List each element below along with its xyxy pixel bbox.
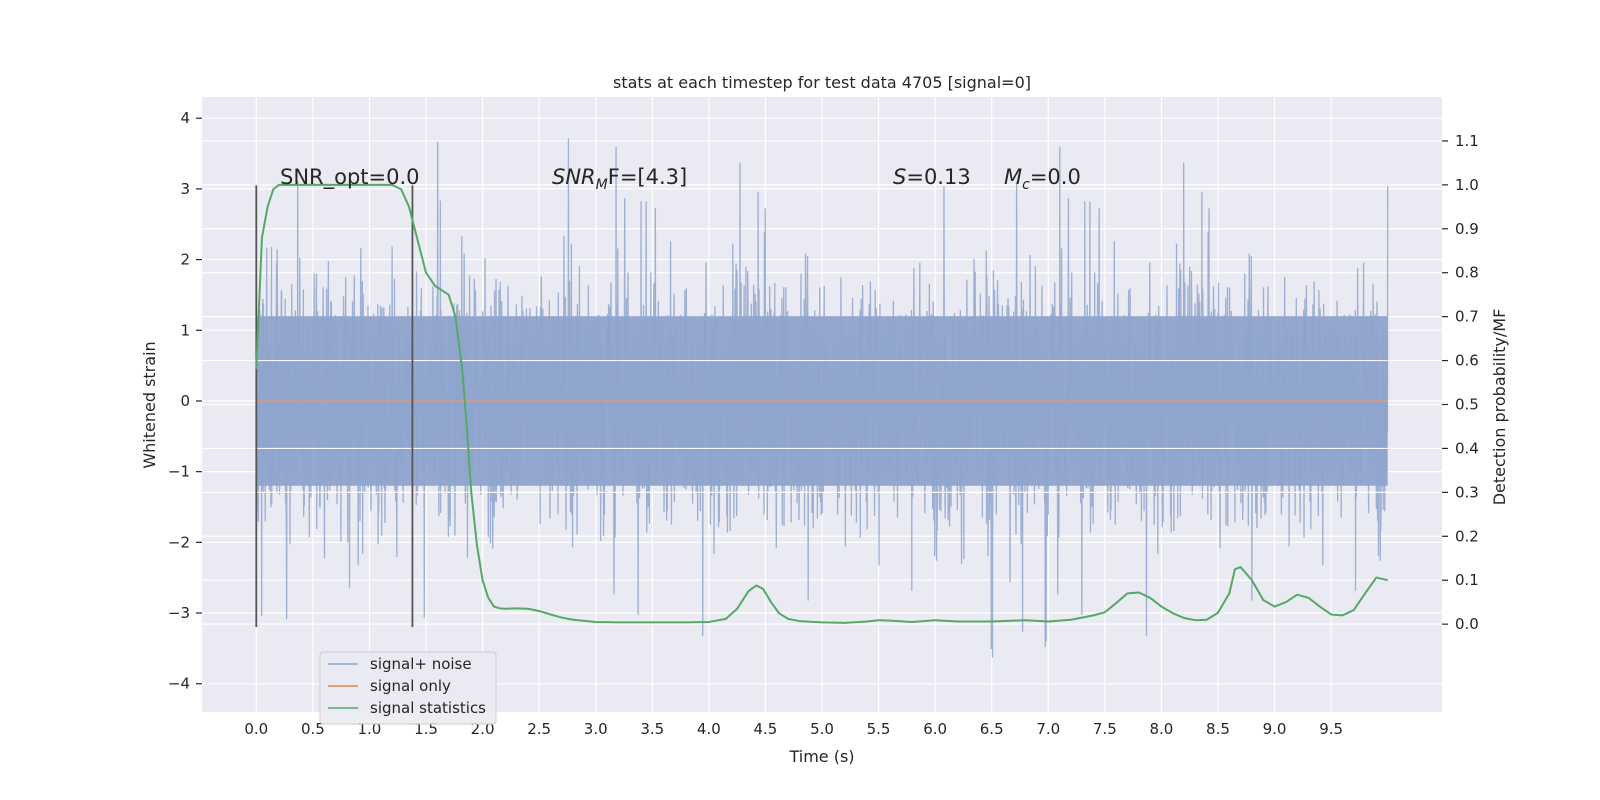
x-tick-label: 9.0 [1263, 720, 1287, 738]
x-tick-label: 8.0 [1149, 720, 1173, 738]
annotation-mc-rest: =0.0 [1030, 165, 1081, 189]
y2-tick-label: 0.5 [1455, 396, 1479, 414]
x-tick-label: 5.0 [810, 720, 834, 738]
y-tick-label: −4 [168, 675, 190, 693]
y-axis-label: Whitened strain [140, 341, 159, 468]
y2-tick-labels: 1.1 1.0 0.9 0.8 0.7 0.6 0.5 0.4 0.3 0.2 0.1 0.0 [1442, 132, 1479, 633]
x-tick-label: 9.5 [1319, 720, 1343, 738]
legend: signal+ noise signal only signal statist… [319, 651, 497, 725]
x-tick-label: 6.5 [980, 720, 1004, 738]
y-tick-label: 1 [180, 321, 190, 339]
y-tick-label: 0 [180, 392, 190, 410]
annotation-mc: Mc=0.0 [1004, 165, 1081, 193]
y2-tick-label: 1.0 [1455, 176, 1479, 194]
x-tick-label: 7.0 [1036, 720, 1060, 738]
legend-label-signal-noise: signal+ noise [370, 655, 472, 673]
vertical-markers [255, 185, 414, 628]
legend-label-signal-only: signal only [370, 677, 451, 695]
x-tick-label: 3.5 [640, 720, 664, 738]
x-tick-label: 4.5 [754, 720, 778, 738]
y2-tick-label: 0.8 [1455, 264, 1479, 282]
annotation-mc-main: M [1004, 165, 1022, 189]
y2-tick-label: 0.6 [1455, 352, 1479, 370]
annotation-snr-mf-main: SNR [552, 165, 596, 189]
y-tick-label: 3 [180, 180, 190, 198]
annotation-snr-mf: SNRMF=[4.3] [552, 165, 687, 193]
x-tick-label: 8.5 [1206, 720, 1230, 738]
x-tick-label: 3.0 [584, 720, 608, 738]
y-tick-label: 4 [180, 109, 190, 127]
annotation-mc-sub: c [1022, 177, 1030, 193]
annotation-snr-mf-rest: F=[4.3] [608, 165, 687, 189]
annotation-snr-mf-sub: M [596, 177, 608, 193]
x-tick-label: 2.5 [527, 720, 551, 738]
y-tick-label: −3 [168, 604, 190, 622]
y2-tick-label: 0.4 [1455, 439, 1479, 457]
annotation-s-main: S [893, 165, 906, 189]
x-tick-label: 0.0 [244, 720, 268, 738]
y2-tick-label: 0.7 [1455, 308, 1479, 326]
annotation-s: S=0.13 [893, 165, 971, 189]
y2-tick-label: 0.3 [1455, 483, 1479, 501]
x-tick-label: 0.5 [301, 720, 325, 738]
x-tick-label: 4.0 [697, 720, 721, 738]
y2-axis-label: Detection probability/MF [1490, 309, 1509, 506]
y-tick-label: −1 [168, 463, 190, 481]
y-tick-label: 2 [180, 251, 190, 269]
x-tick-label: 5.5 [867, 720, 891, 738]
legend-label-signal-statistics: signal statistics [370, 699, 486, 717]
signal-statistics-series [255, 183, 1388, 624]
y2-tick-label: 0.1 [1455, 571, 1479, 589]
x-tick-label: 7.5 [1093, 720, 1117, 738]
x-tick-label: 6.0 [923, 720, 947, 738]
signal-statistics-line [255, 183, 1388, 624]
y-tick-labels: 4 3 2 1 0 −1 −2 −3 −4 [168, 109, 202, 693]
annotation-snr-opt: SNR_opt=0.0 [280, 165, 420, 190]
y-tick-label: −2 [168, 533, 190, 551]
legend-box [319, 651, 497, 725]
y2-tick-label: 1.1 [1455, 132, 1479, 150]
annotation-s-rest: =0.13 [906, 165, 970, 189]
y2-tick-label: 0.2 [1455, 527, 1479, 545]
y2-tick-label: 0.0 [1455, 615, 1479, 633]
x-axis-label: Time (s) [788, 747, 854, 766]
chart-title: stats at each timestep for test data 470… [613, 73, 1031, 92]
y2-tick-label: 0.9 [1455, 220, 1479, 238]
